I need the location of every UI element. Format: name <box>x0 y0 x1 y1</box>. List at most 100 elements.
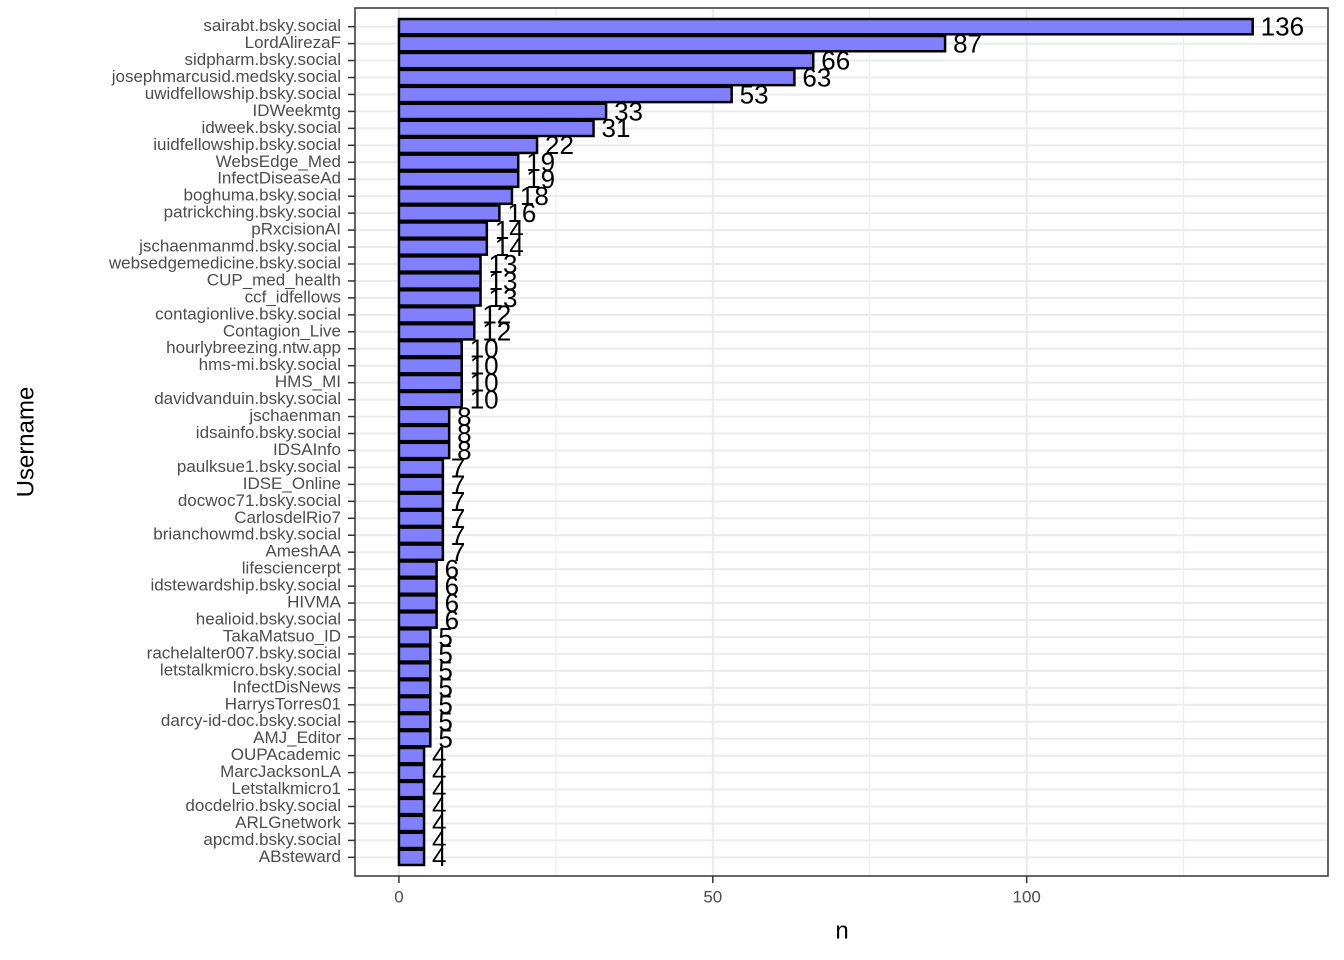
bar <box>397 712 432 731</box>
y-tick-label: IDSAInfo <box>273 440 341 459</box>
y-tick-label: hourlybreezing.ntw.app <box>166 338 341 357</box>
value-label: 5 <box>438 639 452 669</box>
value-label: 63 <box>802 62 831 92</box>
value-label: 6 <box>445 554 459 584</box>
value-label: 7 <box>451 520 465 550</box>
value-label: 6 <box>445 571 459 601</box>
value-label: 16 <box>507 198 536 228</box>
bar <box>397 424 451 443</box>
y-tick-label: contagionlive.bsky.social <box>155 304 341 323</box>
value-label: 4 <box>432 825 446 855</box>
value-label: 22 <box>545 130 574 160</box>
y-tick-label: websedgemedicine.bsky.social <box>108 253 341 272</box>
value-label: 7 <box>451 537 465 567</box>
bar <box>397 221 489 239</box>
y-tick-label: InfectDiseaseAd <box>217 169 341 188</box>
y-tick-label: CUP_med_health <box>207 270 341 289</box>
bar <box>397 102 608 121</box>
y-tick-label: rachelalter007.bsky.social <box>147 643 341 662</box>
x-tick-label: 100 <box>1012 887 1040 906</box>
value-label: 5 <box>438 622 452 652</box>
bar <box>397 475 445 494</box>
y-tick-label: WebsEdge_Med <box>216 152 341 171</box>
bar <box>397 577 438 595</box>
bar <box>397 831 426 850</box>
value-label: 12 <box>482 317 511 347</box>
y-tick-label: HIVMA <box>287 593 342 612</box>
y-tick-label: docwoc71.bsky.social <box>178 491 341 510</box>
value-label: 10 <box>470 384 499 414</box>
value-label: 6 <box>445 605 459 635</box>
value-label: 7 <box>451 486 465 516</box>
value-label: 7 <box>451 469 465 499</box>
bar <box>397 170 520 189</box>
value-label: 8 <box>457 401 471 431</box>
y-tick-label: uwidfellowship.bsky.social <box>145 84 341 103</box>
y-tick-label: idstewardship.bsky.social <box>150 576 341 595</box>
value-label: 4 <box>432 741 446 771</box>
bar <box>397 255 482 273</box>
value-label: 4 <box>432 774 446 804</box>
value-label: 13 <box>489 249 518 279</box>
bar <box>397 526 445 545</box>
y-tick-label: pRxcisionAI <box>251 220 341 239</box>
value-label: 53 <box>740 79 769 109</box>
bar <box>397 339 463 358</box>
bar <box>397 661 432 680</box>
bar <box>397 272 482 290</box>
bar <box>397 560 438 579</box>
y-tick-label: AmeshAA <box>265 542 341 561</box>
y-tick-label: boghuma.bsky.social <box>184 186 342 205</box>
y-axis-title: Username <box>12 387 39 498</box>
bar <box>397 628 432 646</box>
y-tick-label: letstalkmicro.bsky.social <box>160 660 341 679</box>
bar <box>397 695 432 714</box>
y-tick-label: Letstalkmicro1 <box>231 779 341 798</box>
bar <box>397 153 520 172</box>
bar <box>397 458 445 477</box>
y-tick-label: iuidfellowship.bsky.social <box>153 135 341 154</box>
bar <box>397 305 476 324</box>
value-label: 10 <box>470 351 499 381</box>
value-label: 6 <box>445 588 459 618</box>
bar <box>397 797 426 816</box>
y-tick-label: lifesciencerpt <box>242 559 341 578</box>
y-tick-label: ABsteward <box>259 847 341 866</box>
bar <box>397 645 432 663</box>
y-tick-label: patrickching.bsky.social <box>164 203 341 222</box>
y-tick-label: sairabt.bsky.social <box>203 16 341 35</box>
y-tick-label: idweek.bsky.social <box>201 118 341 137</box>
value-label: 8 <box>457 435 471 465</box>
bar <box>397 729 432 748</box>
y-tick-label: IDWeekmtg <box>253 101 342 120</box>
bar <box>397 390 463 409</box>
y-tick-label: paulksue1.bsky.social <box>177 457 341 476</box>
value-label: 66 <box>821 45 850 75</box>
bar <box>397 373 463 392</box>
value-label: 10 <box>470 334 499 364</box>
bar <box>397 85 733 104</box>
bar <box>397 611 438 629</box>
x-axis-title: n <box>835 917 848 944</box>
panel-border <box>354 7 1329 877</box>
value-label: 5 <box>438 656 452 686</box>
value-label: 18 <box>520 181 549 211</box>
y-tick-label: jschaenmanmd.bsky.social <box>138 237 341 256</box>
value-label: 19 <box>526 164 555 194</box>
bar <box>397 119 595 138</box>
bar <box>397 441 451 460</box>
bar <box>397 814 426 833</box>
y-tick-label: AMJ_Editor <box>253 728 341 747</box>
bar <box>397 763 426 782</box>
bar <box>397 509 445 528</box>
bar <box>397 780 426 799</box>
y-tick-label: HarrysTorres01 <box>225 694 341 713</box>
value-label: 4 <box>432 791 446 821</box>
bar <box>397 594 438 612</box>
y-tick-label: MarcJacksonLA <box>220 762 342 781</box>
value-label: 4 <box>432 842 446 872</box>
bar <box>397 187 514 206</box>
y-tick-label: HMS_MI <box>275 372 341 391</box>
value-label: 5 <box>438 707 452 737</box>
value-label: 31 <box>602 113 631 143</box>
